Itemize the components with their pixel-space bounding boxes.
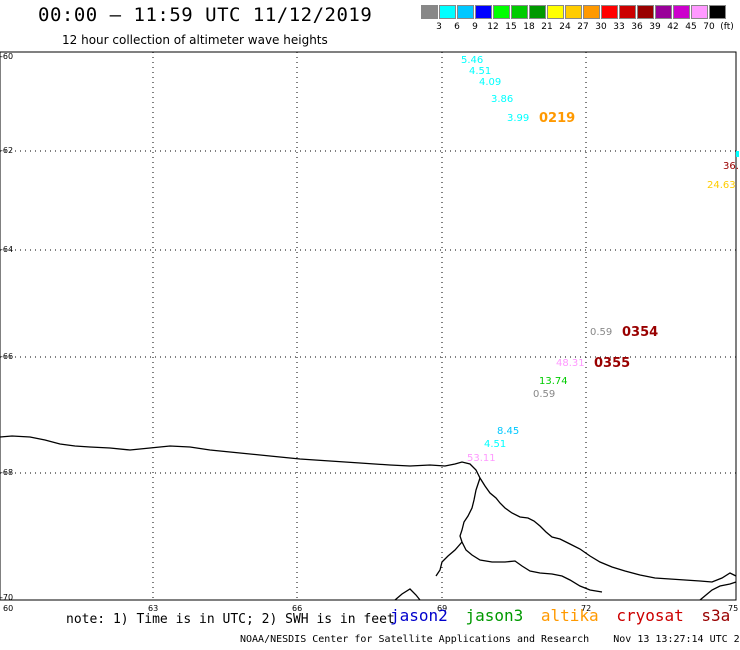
legend-tick-label: 3 — [436, 22, 442, 32]
footer: NOAA/NESDIS Center for Satellite Applica… — [240, 634, 740, 645]
satellite-jason3: jason3 — [465, 606, 524, 625]
legend-swatch — [547, 5, 564, 19]
legend-tick-label: 21 — [541, 22, 553, 32]
lon-label: 66 — [292, 604, 303, 613]
legend-tick-label: 42 — [667, 22, 679, 32]
units-note: note: 1) Time is in UTC; 2) SWH is in fe… — [66, 612, 395, 627]
coastline-inlet — [459, 477, 603, 593]
legend-tick-label: 33 — [613, 22, 625, 32]
legend-tick-label: (ft) — [720, 22, 734, 32]
legend-tick-label: 9 — [472, 22, 478, 32]
legend-swatch — [529, 5, 546, 19]
coastline-south — [394, 588, 421, 601]
coastline-east — [699, 581, 737, 601]
satellite-jason2: jason2 — [390, 606, 448, 625]
legend-swatch — [637, 5, 654, 19]
legend-swatch — [583, 5, 600, 19]
pass-time-label: 0219 — [539, 111, 576, 126]
map-frame — [0, 51, 737, 601]
lat-label: -60 — [0, 52, 14, 61]
lon-label: 60 — [3, 604, 14, 613]
wave-height-obs: 24.63 — [707, 180, 736, 191]
legend-tick-label: 70 — [703, 22, 715, 32]
lat-label: -64 — [0, 245, 14, 254]
lon-label: 72 — [581, 604, 592, 613]
wave-height-obs: 5.46 — [461, 55, 484, 66]
lon-label: 69 — [437, 604, 448, 613]
legend-tick-label: 30 — [595, 22, 607, 32]
wave-height-obs: 48.31 — [556, 358, 585, 369]
wave-height-obs: 0.59 — [533, 389, 556, 400]
wave-height-obs: 4.51 — [484, 439, 507, 450]
pass-time-label: 0354 — [622, 325, 659, 340]
wave-height-obs: 4.09 — [479, 77, 502, 88]
legend-swatch — [475, 5, 492, 19]
legend-tick-label: 6 — [454, 22, 460, 32]
wave-height-obs: 36. — [723, 161, 739, 172]
wave-height-obs: 8.45 — [497, 426, 520, 437]
antarctic-coastline — [0, 435, 737, 583]
lat-label: -68 — [0, 468, 14, 477]
legend-tick-label: 15 — [505, 22, 517, 32]
legend-swatch — [439, 5, 456, 19]
lon-label: 63 — [148, 604, 159, 613]
coastline-inlet-2 — [435, 541, 463, 577]
wave-height-obs: 53.11 — [467, 453, 496, 464]
legend-tick-label: 27 — [577, 22, 589, 32]
legend-swatch — [691, 5, 708, 19]
footer-org: NOAA/NESDIS Center for Satellite Applica… — [240, 634, 590, 645]
satellite-legend: jason2 jason3 altika cryosat s3a — [390, 606, 738, 625]
legend-swatch — [709, 5, 726, 19]
wave-height-obs: 13.74 — [539, 376, 568, 387]
legend-tick-label: 24 — [559, 22, 571, 32]
legend-tick-label: 12 — [487, 22, 499, 32]
lon-label: 75 — [728, 604, 739, 613]
legend-tick-label: 36 — [631, 22, 643, 32]
legend-tick-label: 39 — [649, 22, 661, 32]
legend-swatch — [511, 5, 528, 19]
satellite-altika: altika — [540, 606, 599, 625]
chart-title: 00:00 – 11:59 UTC 11/12/2019 — [38, 4, 373, 26]
lat-label: -66 — [0, 352, 14, 361]
legend-swatch — [655, 5, 672, 19]
chart-subtitle: 12 hour collection of altimeter wave hei… — [62, 33, 328, 47]
legend-tick-label: 18 — [523, 22, 535, 32]
legend-swatch — [673, 5, 690, 19]
legend-swatch — [601, 5, 618, 19]
pass-time-label: 0355 — [594, 356, 631, 371]
legend-swatch — [619, 5, 636, 19]
legend-swatch — [457, 5, 474, 19]
wave-height-obs: 3.86 — [491, 94, 514, 105]
satellite-s3a: s3a — [701, 606, 731, 625]
wave-height-obs: 4.51 — [469, 66, 492, 77]
legend-swatch — [565, 5, 582, 19]
wave-height-obs: 0.59 — [590, 327, 613, 338]
satellite-cryosat: cryosat — [616, 606, 684, 625]
legend-swatch — [421, 5, 438, 19]
footer-timestamp: Nov 13 13:27:14 UTC 2019 — [613, 634, 740, 645]
lat-label: -62 — [0, 146, 14, 155]
track-marker — [736, 151, 739, 157]
wave-height-obs: 3.99 — [507, 113, 530, 124]
lat-label: -70 — [0, 593, 14, 602]
wave-height-color-legend: 3 6 9 12 15 18 21 24 27 30 33 36 39 42 45 70 (ft) — [421, 5, 734, 35]
legend-swatch — [493, 5, 510, 19]
legend-tick-label: 45 — [685, 22, 697, 32]
